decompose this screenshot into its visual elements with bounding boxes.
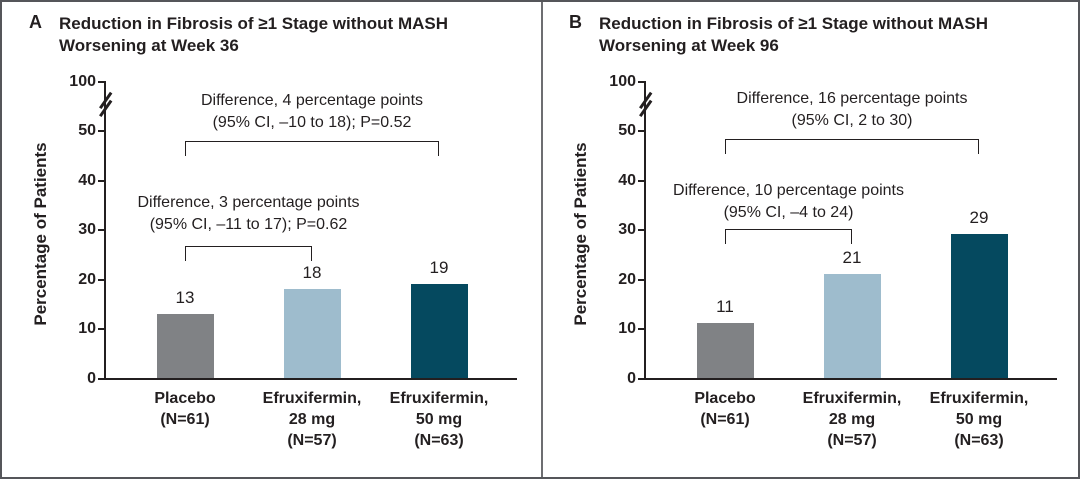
panel-divider	[541, 2, 543, 477]
panel-b: B Reduction in Fibrosis of ≥1 Stage with…	[542, 2, 1078, 477]
y-tick-label: 50	[618, 122, 636, 139]
y-tick-label: 0	[627, 370, 636, 387]
y-tick-label: 100	[69, 73, 96, 90]
bar-value-label: 19	[429, 257, 449, 277]
bar	[156, 313, 214, 378]
panel-title-line: Reduction in Fibrosis of ≥1 Stage withou…	[59, 14, 448, 33]
comparison-bracket	[185, 141, 439, 156]
plot-area: 0 10 20 30 40 50 100 13 Placebo (N=61) 18 Efruxifer…	[2, 2, 542, 477]
bar-value-label: 29	[969, 208, 989, 228]
category-label: Efruxifermin, 28 mg (N=57)	[802, 390, 902, 449]
panel-title-line: Reduction in Fibrosis of ≥1 Stage withou…	[599, 14, 988, 33]
y-tick-label: 30	[618, 221, 636, 239]
y-tick-label: 20	[618, 270, 636, 288]
difference-annotation: Difference, 4 percentage points (95% CI, …	[200, 92, 424, 131]
y-tick	[98, 130, 104, 132]
panel-letter: B	[569, 12, 582, 32]
difference-annotation: Difference, 3 percentage points (95% CI, …	[137, 194, 360, 233]
y-tick	[98, 328, 104, 331]
y-tick	[638, 378, 644, 380]
x-axis-line	[644, 378, 1057, 380]
category-label: Placebo (N=61)	[154, 390, 216, 428]
bar	[410, 283, 468, 378]
bar	[696, 323, 754, 378]
panel-title-line: Worsening at Week 36	[59, 36, 239, 55]
category-label: Efruxifermin, 28 mg (N=57)	[262, 390, 362, 449]
panel-a: A Reduction in Fibrosis of ≥1 Stage with…	[2, 2, 542, 477]
panel-title: Reduction in Fibrosis of ≥1 Stage withou…	[599, 13, 988, 57]
panel-title-line: Worsening at Week 96	[599, 36, 779, 55]
category-label: Efruxifermin, 50 mg (N=63)	[389, 390, 489, 449]
y-tick-label: 100	[609, 73, 636, 90]
y-tick-label: 30	[78, 221, 96, 239]
category-label: Placebo (N=61)	[694, 390, 756, 428]
y-tick-label: 40	[618, 171, 636, 189]
bar	[283, 288, 341, 378]
y-tick	[638, 278, 644, 281]
difference-annotation: Difference, 16 percentage points (95% CI,…	[736, 90, 968, 129]
comparison-bracket	[725, 139, 979, 154]
y-tick	[98, 378, 104, 380]
panel-title: Reduction in Fibrosis of ≥1 Stage withou…	[59, 13, 448, 57]
bar	[950, 234, 1008, 378]
comparison-bracket	[185, 246, 312, 261]
y-tick-label: 50	[78, 122, 96, 139]
y-tick	[638, 328, 644, 331]
y-axis-line	[644, 81, 646, 380]
y-tick	[98, 229, 104, 232]
panel-letter: A	[29, 12, 42, 32]
y-tick	[638, 179, 644, 182]
difference-annotation: Difference, 10 percentage points (95% CI,…	[673, 182, 904, 221]
comparison-bracket	[725, 229, 852, 244]
bar	[823, 273, 881, 378]
y-axis-line	[104, 81, 106, 380]
y-tick	[98, 179, 104, 182]
y-tick-label: 10	[78, 320, 96, 338]
plot-area: 0 10 20 30 40 50 100 11 Placebo (N=61) 21 Efruxifer…	[542, 2, 1078, 477]
y-tick	[638, 229, 644, 232]
bar-value-label: 13	[175, 287, 195, 307]
bar-value-label: 11	[716, 297, 734, 317]
y-tick	[638, 81, 644, 83]
y-tick-label: 40	[78, 171, 96, 189]
y-tick-label: 0	[87, 370, 96, 387]
x-axis-line	[104, 378, 517, 380]
y-tick-label: 20	[78, 270, 96, 288]
y-tick	[98, 81, 104, 83]
y-tick	[98, 278, 104, 281]
bar-value-label: 18	[302, 262, 322, 282]
category-label: Efruxifermin, 50 mg (N=63)	[929, 390, 1029, 449]
y-tick-label: 10	[618, 320, 636, 338]
bar-value-label: 21	[842, 247, 862, 267]
y-tick	[638, 130, 644, 132]
